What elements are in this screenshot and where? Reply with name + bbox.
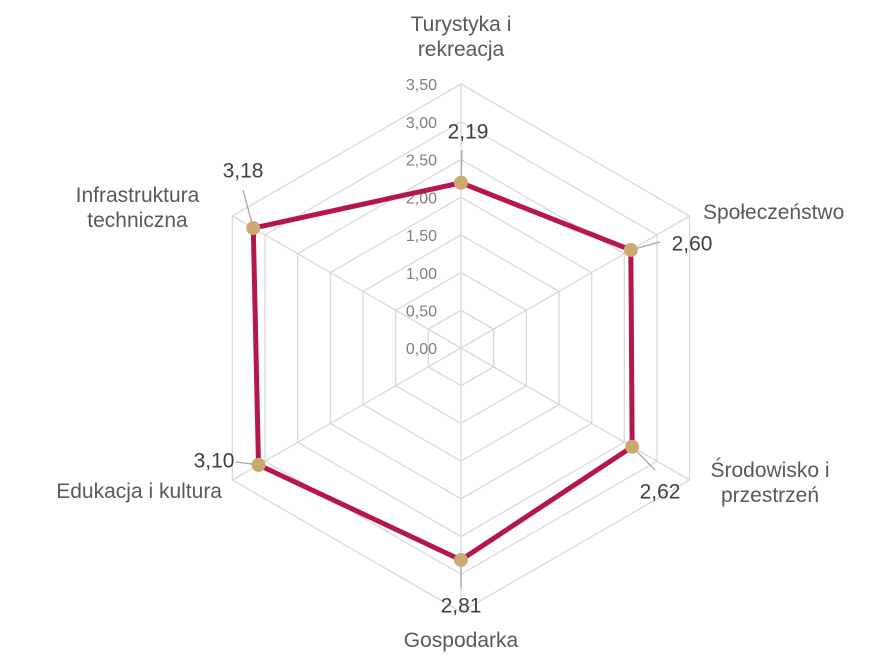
tick-label: 0,00 (406, 341, 437, 358)
tick-label: 3,00 (406, 115, 437, 132)
tick-label: 1,00 (406, 266, 437, 283)
marker (251, 457, 266, 472)
tick-label: 2,50 (406, 153, 437, 170)
category-label: Edukacja i kultura (56, 480, 222, 503)
marker (454, 552, 468, 567)
marker (625, 439, 640, 454)
data-label: 2,62 (640, 481, 681, 504)
data-label: 3,18 (223, 160, 264, 183)
spoke (460, 347, 690, 481)
series-line (250, 180, 635, 563)
data-label: 2,60 (672, 233, 713, 256)
marker (623, 242, 638, 257)
data-label: 2,81 (441, 595, 482, 618)
spoke (460, 215, 690, 349)
tick-label: 0,50 (406, 304, 437, 321)
marker (246, 221, 261, 236)
data-label: 2,19 (448, 121, 489, 144)
spoke (232, 347, 462, 481)
marker (454, 175, 468, 190)
category-label: Infrastruktura techniczna (75, 184, 200, 232)
category-label: Gospodarka (403, 629, 519, 652)
category-label: Turystyka i rekreacja (410, 13, 512, 61)
spoke (232, 215, 462, 349)
tick-label: 1,50 (406, 228, 437, 245)
data-label: 3,10 (194, 450, 235, 473)
category-label: Środowisko i przestrzeń (710, 459, 830, 507)
tick-label: 3,50 (406, 77, 437, 94)
category-label: Społeczeństwo (703, 201, 845, 224)
